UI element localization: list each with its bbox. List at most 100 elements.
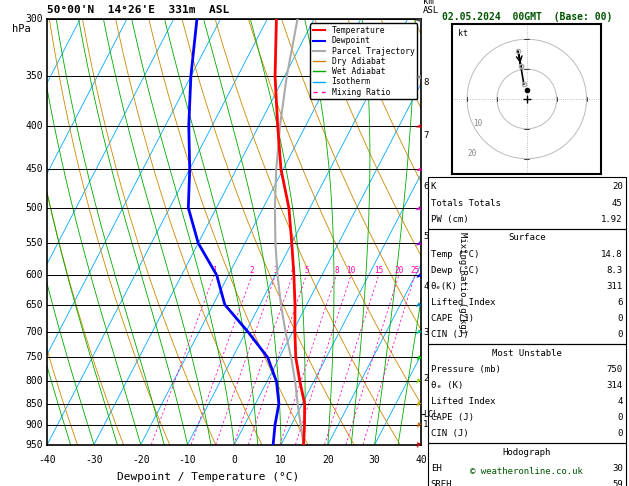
Text: 8.3: 8.3 [606, 265, 623, 275]
Text: 3: 3 [273, 266, 278, 275]
Text: 20: 20 [612, 182, 623, 191]
Text: 30: 30 [612, 464, 623, 473]
Text: ►: ► [415, 121, 422, 131]
Text: 700: 700 [26, 327, 43, 337]
Text: Lifted Index: Lifted Index [431, 397, 496, 406]
Text: 2: 2 [250, 266, 254, 275]
Text: ►: ► [413, 420, 424, 430]
Text: Hodograph: Hodograph [503, 448, 551, 457]
Text: 25: 25 [410, 266, 420, 275]
Text: Totals Totals: Totals Totals [431, 198, 501, 208]
Text: 0: 0 [617, 413, 623, 422]
Text: 20: 20 [394, 266, 404, 275]
Text: ►: ► [413, 399, 424, 409]
Text: CIN (J): CIN (J) [431, 330, 469, 339]
Text: 850: 850 [26, 399, 43, 409]
Text: ►: ► [413, 327, 423, 337]
Text: Most Unstable: Most Unstable [492, 348, 562, 358]
Text: ►: ► [413, 270, 423, 280]
Text: 2: 2 [423, 375, 429, 383]
Text: 10: 10 [276, 455, 287, 465]
Text: 1: 1 [423, 420, 429, 429]
Text: CIN (J): CIN (J) [431, 429, 469, 438]
Text: 5: 5 [423, 232, 429, 242]
Text: 10: 10 [473, 119, 482, 128]
Text: -30: -30 [85, 455, 103, 465]
Text: 8: 8 [423, 78, 429, 87]
Text: CAPE (J): CAPE (J) [431, 413, 474, 422]
Text: 900: 900 [26, 420, 43, 430]
Text: 0: 0 [617, 429, 623, 438]
Text: km
ASL: km ASL [423, 0, 440, 15]
Text: 15: 15 [374, 266, 383, 275]
Text: 750: 750 [26, 352, 43, 363]
Text: 0: 0 [617, 313, 623, 323]
Text: 30: 30 [369, 455, 381, 465]
Text: ►: ► [414, 238, 423, 248]
Text: -20: -20 [132, 455, 150, 465]
Text: 650: 650 [26, 300, 43, 310]
Text: 0: 0 [231, 455, 237, 465]
Text: hPa: hPa [11, 24, 30, 34]
Text: 7: 7 [423, 131, 429, 140]
Text: 10: 10 [347, 266, 355, 275]
Text: 314: 314 [606, 381, 623, 390]
Text: 950: 950 [26, 440, 43, 450]
Text: 4: 4 [617, 397, 623, 406]
Text: K: K [431, 182, 437, 191]
Text: 311: 311 [606, 281, 623, 291]
Text: 45: 45 [612, 198, 623, 208]
Text: 40: 40 [416, 455, 427, 465]
Text: 500: 500 [26, 203, 43, 213]
Text: Mixing Ratio (g/kg): Mixing Ratio (g/kg) [458, 232, 467, 334]
Text: 600: 600 [26, 270, 43, 280]
Text: ►: ► [413, 352, 423, 363]
Text: LCL: LCL [423, 410, 438, 419]
Text: 14.8: 14.8 [601, 249, 623, 259]
Legend: Temperature, Dewpoint, Parcel Trajectory, Dry Adiabat, Wet Adiabat, Isotherm, Mi: Temperature, Dewpoint, Parcel Trajectory… [310, 23, 418, 99]
Text: 1.92: 1.92 [601, 214, 623, 224]
Text: ►: ► [414, 203, 423, 213]
Text: ►: ► [415, 164, 422, 174]
Text: θₑ(K): θₑ(K) [431, 281, 458, 291]
Text: 4: 4 [291, 266, 295, 275]
Text: -40: -40 [38, 455, 56, 465]
Text: 6: 6 [423, 182, 429, 191]
Text: Pressure (mb): Pressure (mb) [431, 364, 501, 374]
Text: Temp (°C): Temp (°C) [431, 249, 479, 259]
Text: 50°00'N  14°26'E  331m  ASL: 50°00'N 14°26'E 331m ASL [47, 5, 230, 15]
Text: Surface: Surface [508, 233, 545, 243]
Text: ►: ► [415, 15, 421, 24]
Text: 8: 8 [334, 266, 338, 275]
Text: 59: 59 [612, 480, 623, 486]
Text: 800: 800 [26, 376, 43, 386]
Text: 20: 20 [467, 149, 476, 157]
Text: 1: 1 [212, 266, 216, 275]
Text: ►: ► [415, 71, 421, 81]
Text: 5: 5 [304, 266, 309, 275]
Text: 02.05.2024  00GMT  (Base: 00): 02.05.2024 00GMT (Base: 00) [442, 12, 612, 22]
Text: CAPE (J): CAPE (J) [431, 313, 474, 323]
Text: Dewpoint / Temperature (°C): Dewpoint / Temperature (°C) [117, 472, 299, 482]
Text: PW (cm): PW (cm) [431, 214, 469, 224]
Text: EH: EH [431, 464, 442, 473]
Text: θₑ (K): θₑ (K) [431, 381, 463, 390]
Text: 450: 450 [26, 164, 43, 174]
Text: kt: kt [458, 29, 468, 38]
Text: 750: 750 [606, 364, 623, 374]
Text: Lifted Index: Lifted Index [431, 297, 496, 307]
Text: 20: 20 [322, 455, 334, 465]
Text: 6: 6 [617, 297, 623, 307]
Text: 3: 3 [423, 328, 429, 337]
Text: Dewp (°C): Dewp (°C) [431, 265, 479, 275]
Text: 4: 4 [423, 281, 429, 291]
Text: SREH: SREH [431, 480, 452, 486]
Text: © weatheronline.co.uk: © weatheronline.co.uk [470, 467, 583, 476]
Text: 0: 0 [617, 330, 623, 339]
Text: 400: 400 [26, 121, 43, 131]
Text: -10: -10 [179, 455, 196, 465]
Text: ►: ► [413, 440, 423, 449]
Text: 300: 300 [26, 15, 43, 24]
Text: 550: 550 [26, 238, 43, 248]
Text: 350: 350 [26, 71, 43, 81]
